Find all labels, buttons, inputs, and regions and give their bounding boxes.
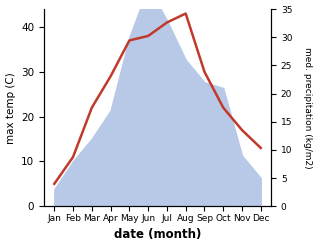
X-axis label: date (month): date (month) — [114, 228, 201, 242]
Y-axis label: max temp (C): max temp (C) — [5, 72, 16, 144]
Y-axis label: med. precipitation (kg/m2): med. precipitation (kg/m2) — [303, 47, 313, 168]
